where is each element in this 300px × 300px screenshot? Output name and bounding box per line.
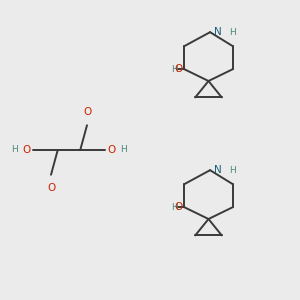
Text: O: O xyxy=(22,145,31,155)
Text: H: H xyxy=(12,146,18,154)
Text: O: O xyxy=(174,64,182,74)
Text: O: O xyxy=(83,107,91,117)
Text: H: H xyxy=(230,28,236,37)
Text: H: H xyxy=(120,146,126,154)
Text: O: O xyxy=(47,183,55,193)
Text: N: N xyxy=(214,165,222,175)
Text: H: H xyxy=(172,202,178,211)
Text: H: H xyxy=(172,64,178,74)
Text: N: N xyxy=(214,27,222,37)
Text: H: H xyxy=(230,166,236,175)
Text: O: O xyxy=(107,145,116,155)
Text: O: O xyxy=(174,202,182,212)
